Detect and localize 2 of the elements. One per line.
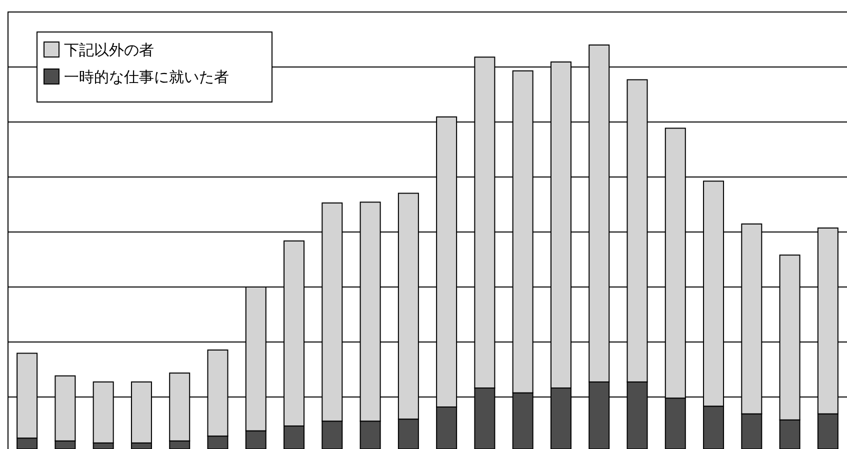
legend-label: 一時的な仕事に就いた者 bbox=[64, 68, 229, 86]
legend-label: 下記以外の者 bbox=[64, 41, 154, 59]
